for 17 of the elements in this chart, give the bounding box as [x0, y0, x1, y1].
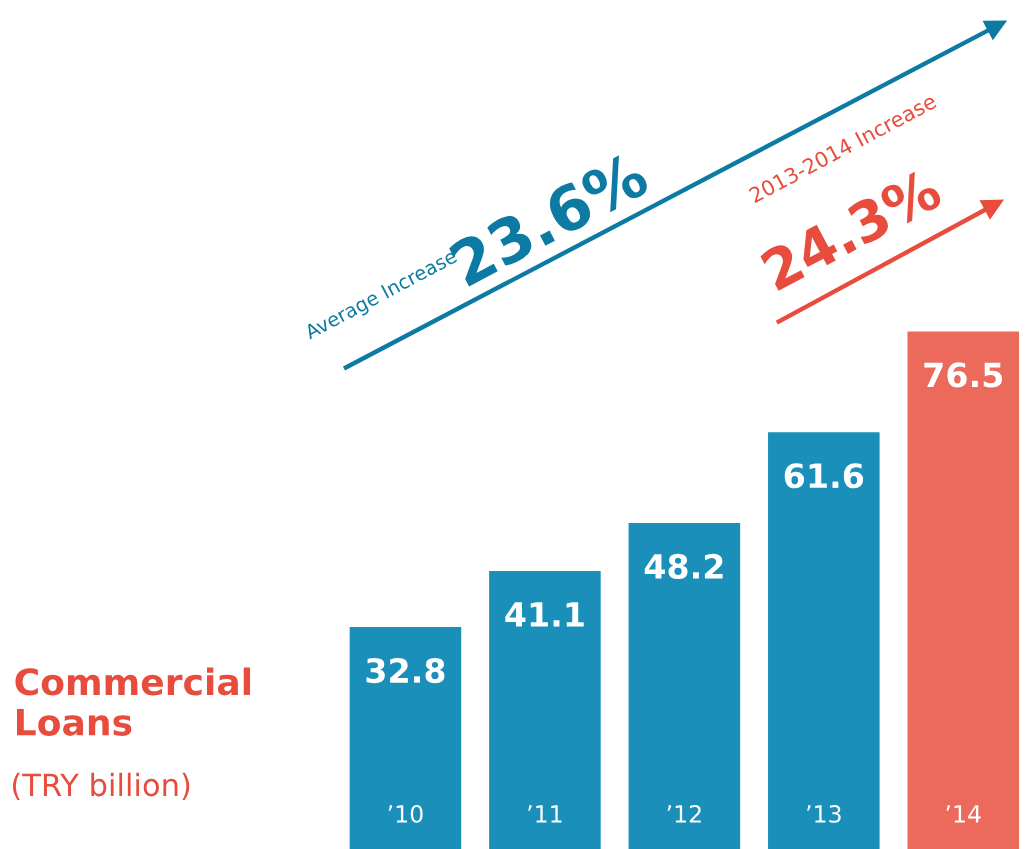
data-label: 76.5 — [924, 362, 1003, 388]
x-tick-label: ’14 — [946, 805, 981, 823]
data-label: 41.1 — [505, 602, 584, 627]
data-label: 48.2 — [644, 553, 723, 579]
x-tick-label: ’13 — [807, 804, 841, 823]
bar — [349, 627, 462, 849]
text: Commercial Loans — [15, 667, 251, 736]
x-tick-label: ’12 — [667, 804, 701, 823]
bar — [628, 522, 741, 849]
bar — [907, 331, 1020, 849]
text: (TRY billion) — [12, 772, 190, 800]
bar — [489, 570, 601, 849]
data-label: 61.6 — [784, 463, 864, 489]
x-tick-label: ’10 — [388, 804, 423, 823]
data-label: 32.8 — [366, 657, 445, 684]
bar — [768, 432, 880, 849]
x-tick-label: ’11 — [528, 805, 562, 823]
